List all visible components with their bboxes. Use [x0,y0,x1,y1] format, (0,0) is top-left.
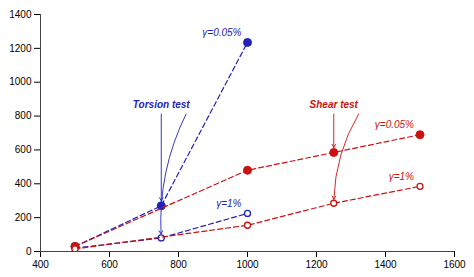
svg-text:1000: 1000 [9,76,32,87]
svg-text:γ=0.05%: γ=0.05% [375,119,414,130]
svg-text:1200: 1200 [305,259,328,270]
svg-text:800: 800 [170,259,187,270]
svg-text:400: 400 [15,178,32,189]
svg-text:200: 200 [15,212,32,223]
svg-text:600: 600 [101,259,118,270]
svg-text:1200: 1200 [9,43,32,54]
svg-text:1400: 1400 [374,259,397,270]
svg-text:1600: 1600 [443,259,466,270]
svg-text:γ=0.05%: γ=0.05% [202,27,241,38]
svg-text:Shear test: Shear test [310,99,359,110]
svg-text:600: 600 [15,144,32,155]
svg-text:1000: 1000 [236,259,259,270]
svg-text:γ=1%: γ=1% [389,171,414,182]
svg-text:1400: 1400 [9,9,32,20]
svg-text:400: 400 [32,259,49,270]
svg-text:Torsion test: Torsion test [133,99,191,110]
svg-text:800: 800 [15,110,32,121]
svg-text:γ=1%: γ=1% [216,198,241,209]
svg-text:0: 0 [26,246,32,257]
